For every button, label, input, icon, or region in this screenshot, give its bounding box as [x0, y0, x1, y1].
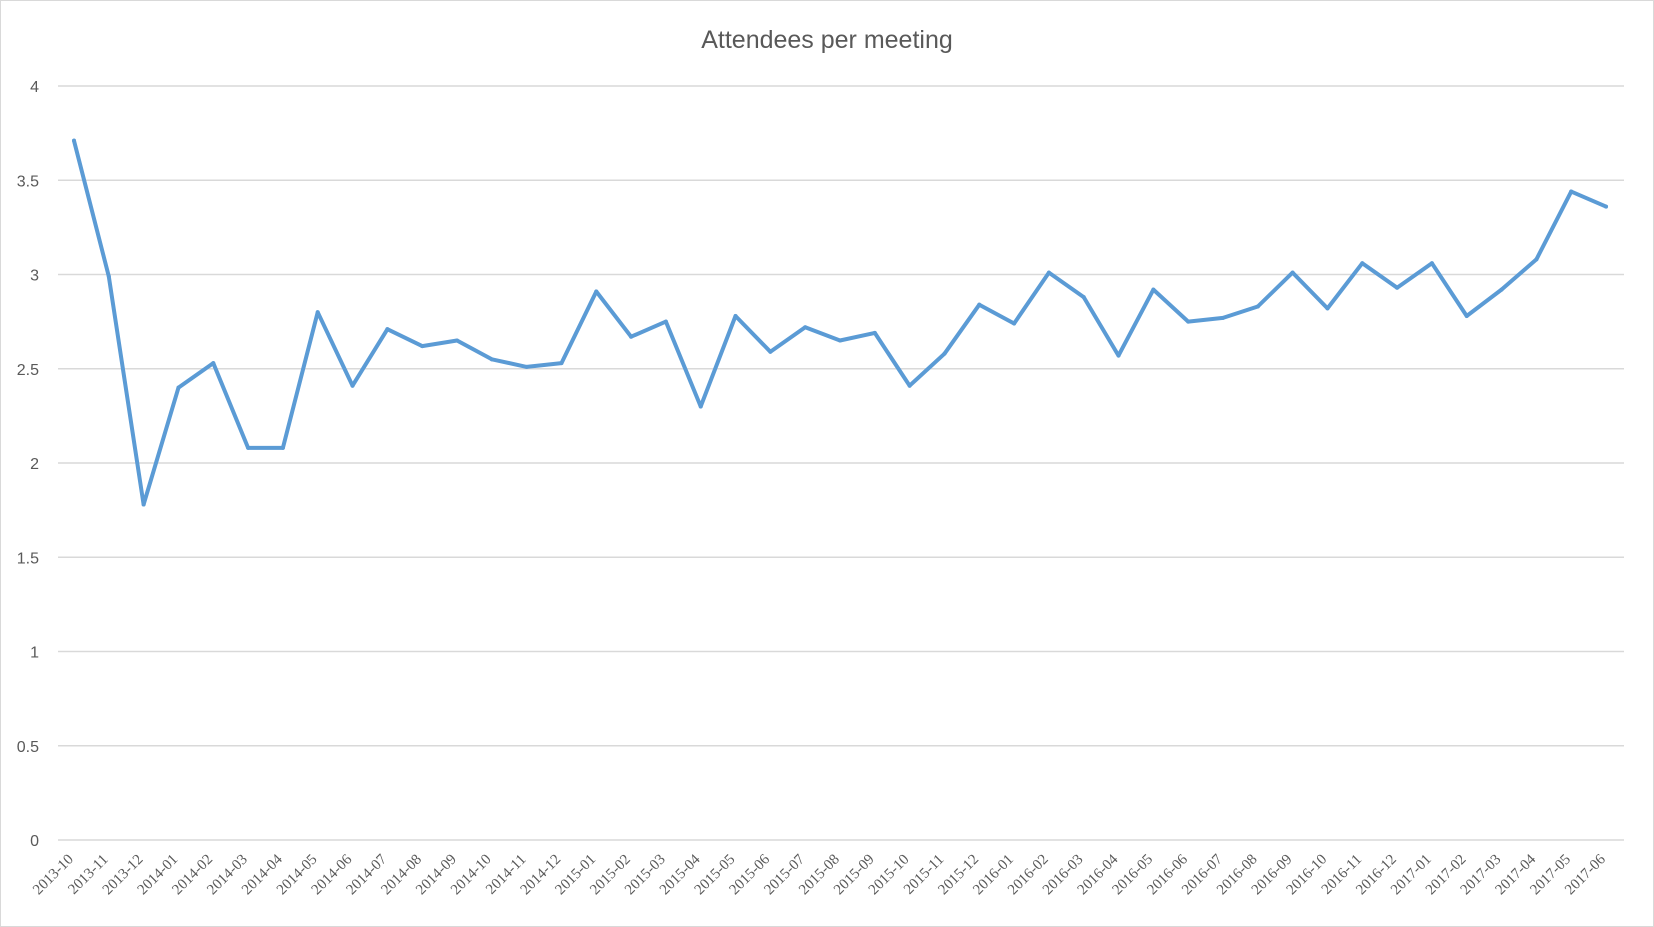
data-point [1534, 257, 1539, 262]
data-point [1012, 321, 1017, 326]
data-point [106, 274, 111, 279]
y-tick-label: 0.5 [17, 739, 39, 756]
y-tick-label: 4 [30, 79, 39, 96]
data-point [246, 445, 251, 450]
data-point [1081, 295, 1086, 300]
y-tick-label: 3.5 [17, 173, 39, 190]
y-tick-label: 2.5 [17, 362, 39, 379]
data-point [176, 385, 181, 390]
data-point [1360, 261, 1365, 266]
data-point [72, 138, 76, 143]
data-point [663, 319, 668, 324]
y-tick-label: 1 [30, 645, 39, 662]
data-point [1290, 270, 1295, 275]
gridlines [58, 85, 1624, 841]
data-point [977, 302, 982, 307]
data-point [489, 357, 494, 362]
data-point [1604, 204, 1608, 209]
data-point [594, 289, 599, 294]
x-axis-tick-labels: 2013-102013-112013-122014-012014-022014-… [30, 851, 1609, 898]
data-point [733, 313, 738, 318]
data-point [350, 383, 355, 388]
data-point [559, 361, 564, 366]
data-point [838, 338, 842, 343]
data-point [524, 364, 529, 369]
data-point [455, 338, 459, 343]
data-point [1499, 287, 1504, 292]
data-point [1325, 306, 1330, 311]
data-point [1151, 287, 1156, 292]
y-tick-label: 3 [30, 268, 39, 285]
data-point [768, 349, 773, 354]
data-point [872, 330, 877, 335]
data-point [385, 327, 390, 332]
data-point [315, 310, 320, 315]
data-point [211, 361, 216, 366]
y-axis-tick-labels: 0 0.5 1 1.5 2 2.5 3 3.5 4 [17, 79, 39, 850]
data-point [1186, 319, 1191, 324]
data-point [1569, 189, 1574, 194]
data-point [698, 404, 703, 409]
data-point [1221, 315, 1225, 320]
y-tick-label: 2 [30, 456, 39, 473]
series-line [72, 138, 1608, 507]
series-layer [72, 138, 1608, 507]
chart-title: Attendees per meeting [701, 26, 953, 54]
data-point [942, 351, 947, 356]
data-point [1046, 270, 1051, 275]
data-point [1429, 261, 1434, 266]
data-point [1464, 313, 1469, 318]
y-tick-label: 1.5 [17, 550, 39, 567]
data-point [803, 325, 808, 330]
data-point [907, 383, 912, 388]
data-point [629, 334, 634, 339]
data-point [1255, 304, 1260, 309]
data-point [141, 502, 146, 507]
y-tick-label: 0 [30, 833, 39, 850]
data-point [420, 344, 425, 349]
data-point [1395, 285, 1400, 290]
data-point [280, 445, 285, 450]
data-point [1116, 353, 1121, 358]
